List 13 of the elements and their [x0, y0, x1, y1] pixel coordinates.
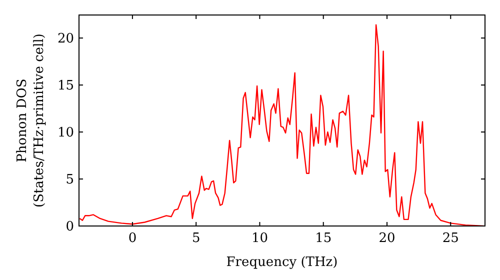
y-tick-label: 10 — [57, 126, 74, 141]
x-tick-label: 10 — [251, 231, 268, 246]
x-tick-label: 25 — [442, 231, 459, 246]
y-axis-title: Phonon DOS (States/THz·primitive cell) — [15, 33, 47, 208]
y-tick-label: 5 — [66, 172, 74, 188]
y-tick-label: 0 — [66, 220, 74, 234]
x-tick-label: 0 — [128, 231, 137, 246]
x-tick-label: 20 — [378, 231, 396, 246]
y-tick-label: 20 — [57, 32, 74, 47]
y-tick-label: 15 — [57, 78, 74, 94]
x-tick-label: 15 — [315, 231, 332, 246]
x-tick-label: 5 — [192, 231, 200, 246]
x-axis-title: Frequency (THz) — [226, 255, 338, 270]
